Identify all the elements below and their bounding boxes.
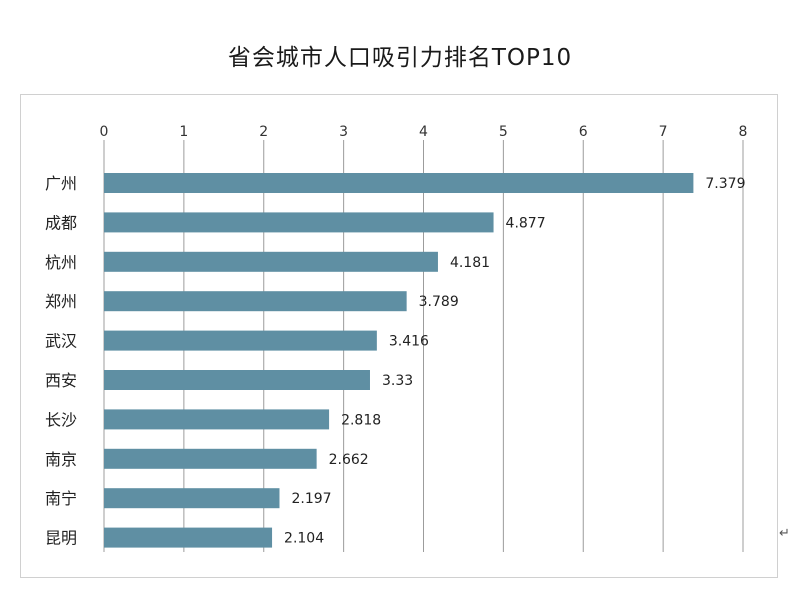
category-label: 广州 bbox=[45, 174, 77, 193]
labels-layer: 0 1 2 3 4 5 6 7 8 广州 7.379 成都 4.877 杭州 4.181 郑州 3.789 武汉 3… bbox=[45, 124, 747, 548]
data-label: 3.33 bbox=[382, 373, 413, 389]
category-label: 郑州 bbox=[45, 292, 77, 311]
category-label: 南京 bbox=[45, 450, 77, 469]
data-label: 3.789 bbox=[419, 294, 459, 310]
x-tick-label: 0 bbox=[100, 124, 109, 140]
category-label: 成都 bbox=[45, 213, 77, 232]
x-tick-label: 7 bbox=[659, 124, 668, 140]
x-tick-label: 8 bbox=[739, 124, 748, 140]
x-tick-label: 3 bbox=[339, 124, 348, 140]
category-label: 昆明 bbox=[45, 529, 77, 548]
data-label: 7.379 bbox=[705, 176, 745, 192]
data-label: 2.662 bbox=[329, 452, 369, 468]
data-label: 2.197 bbox=[291, 491, 331, 507]
bar bbox=[104, 291, 407, 312]
bar bbox=[104, 527, 273, 548]
category-label: 长沙 bbox=[45, 410, 77, 429]
chart-title: 省会城市人口吸引力排名TOP10 bbox=[227, 45, 573, 71]
data-label: 2.104 bbox=[284, 531, 324, 547]
chart-frame bbox=[20, 94, 778, 578]
bar bbox=[104, 409, 330, 430]
bar bbox=[104, 212, 494, 233]
x-tick-label: 5 bbox=[499, 124, 508, 140]
data-label: 4.181 bbox=[450, 255, 490, 271]
x-tick-label: 4 bbox=[419, 124, 428, 140]
bar bbox=[104, 370, 370, 390]
x-tick-label: 1 bbox=[179, 124, 188, 140]
bar bbox=[104, 448, 317, 469]
grid-layer bbox=[103, 140, 744, 552]
data-label: 4.877 bbox=[506, 215, 546, 231]
bars-layer bbox=[104, 173, 694, 548]
bar bbox=[104, 330, 377, 351]
bar bbox=[104, 251, 438, 272]
data-label: 2.818 bbox=[341, 412, 381, 428]
category-label: 武汉 bbox=[45, 332, 77, 351]
data-label: 3.416 bbox=[389, 334, 429, 350]
category-label: 杭州 bbox=[45, 253, 77, 272]
return-arrow-icon: ↵ bbox=[779, 526, 790, 541]
x-tick-label: 6 bbox=[579, 124, 588, 140]
bar bbox=[104, 488, 280, 509]
category-label: 西安 bbox=[45, 371, 77, 390]
x-tick-label: 2 bbox=[259, 124, 268, 140]
category-label: 南宁 bbox=[45, 489, 77, 508]
bar bbox=[104, 173, 694, 193]
